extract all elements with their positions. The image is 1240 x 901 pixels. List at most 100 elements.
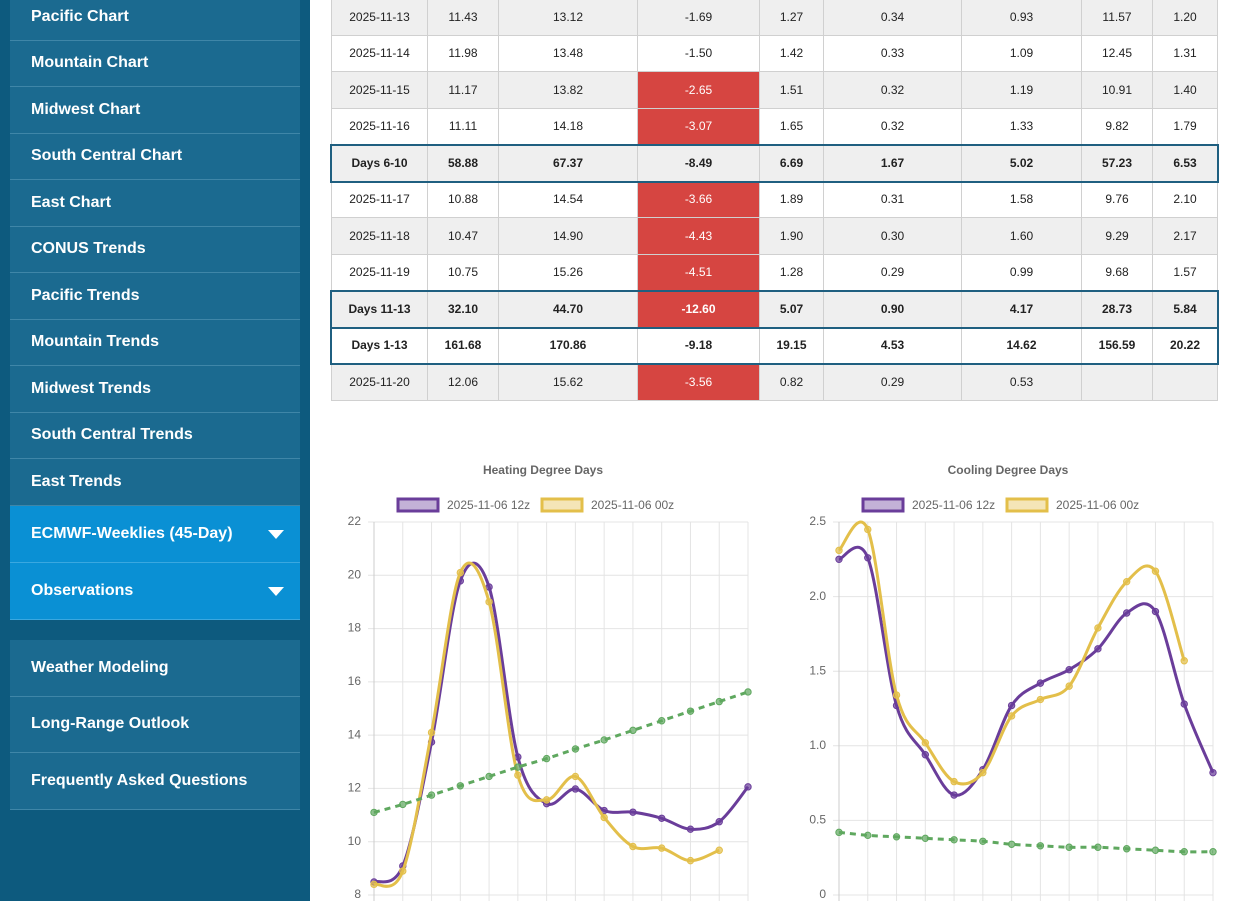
point	[1151, 846, 1160, 854]
table-cell: 2025-11-15	[331, 72, 428, 109]
point	[629, 842, 637, 851]
point	[514, 771, 522, 779]
summary-row: Days 11-13 32.10 44.70 -12.60 5.07 0.90 4.17 28…	[330, 290, 1219, 329]
table-row: 2025-11-14 11.98 13.48 -1.50 1.42 0.33 1.09 12.…	[331, 35, 1218, 72]
point	[686, 856, 695, 865]
nav-item[interactable]: Pacific Chart	[10, 0, 300, 41]
table-cell: 0.30	[824, 218, 962, 255]
point	[744, 688, 752, 696]
table-cell: 1.57	[1153, 254, 1218, 291]
nav-item[interactable]: South Central Trends	[10, 412, 300, 459]
legend-swatch	[861, 497, 905, 513]
nav-item[interactable]: East Chart	[10, 180, 300, 227]
point	[370, 880, 378, 889]
legend-label: 2025-11-06 12z	[912, 498, 995, 512]
table-cell: 5.07	[760, 291, 824, 328]
table-cell: 57.23	[1082, 145, 1153, 182]
point	[571, 745, 580, 753]
y-tick-label: 0.5	[809, 813, 826, 827]
point	[485, 598, 493, 606]
expand-arrow	[268, 529, 284, 539]
line	[838, 546, 1215, 797]
y-tick-label: 2.0	[809, 589, 826, 603]
table-cell: 4.17	[962, 291, 1082, 328]
table-cell: 0.90	[824, 291, 962, 328]
line	[837, 520, 1186, 786]
table-cell: 13.48	[499, 35, 638, 72]
table-cell: -3.56	[638, 364, 760, 401]
point	[1180, 848, 1188, 856]
table-row: 2025-11-15 11.17 13.82 -2.65 1.51 0.32 1.19 10.…	[331, 72, 1218, 109]
table-cell: 32.10	[428, 291, 499, 328]
table-cell: 19.15	[760, 327, 824, 364]
table-cell: 0.29	[824, 254, 962, 291]
table-cell: 1.65	[760, 108, 824, 145]
table-cell: 2025-11-18	[331, 218, 428, 255]
point	[399, 800, 407, 809]
point	[571, 772, 580, 781]
table-cell: 1.40	[1153, 72, 1218, 109]
point	[921, 751, 930, 759]
nav-link[interactable]: Frequently Asked Questions	[10, 753, 300, 810]
table-cell: 15.62	[499, 364, 638, 401]
point	[542, 754, 551, 763]
point	[1065, 843, 1073, 851]
y-tick-label: 1.5	[809, 663, 826, 677]
point	[892, 833, 901, 841]
table-cell: 0.82	[760, 364, 824, 401]
nav-item[interactable]: Mountain Chart	[10, 40, 300, 87]
legend-swatch	[396, 497, 440, 513]
point	[571, 785, 580, 793]
nav-item[interactable]: Pacific Trends	[10, 273, 300, 320]
table-cell: -8.49	[638, 145, 760, 182]
point	[715, 697, 723, 706]
nav-item[interactable]: East Trends	[10, 459, 300, 506]
point	[1094, 843, 1102, 851]
table-cell: 10.91	[1082, 72, 1153, 109]
y-tick-label: 16	[348, 674, 362, 688]
table-cell: 0.99	[962, 254, 1082, 291]
table-cell: 9.82	[1082, 108, 1153, 145]
table-cell: 10.47	[428, 218, 499, 255]
table-cell: 6.53	[1153, 145, 1218, 182]
table-cell: 13.12	[499, 0, 638, 36]
point	[542, 796, 551, 804]
table-row: 2025-11-18 10.47 14.90 -4.43 1.90 0.30 1.60 9.2…	[331, 218, 1218, 255]
chart-title: Cooling Degree Days	[948, 463, 1069, 477]
nav-link[interactable]: Long-Range Outlook	[10, 696, 300, 753]
point	[715, 846, 723, 854]
point	[950, 836, 958, 844]
point	[399, 867, 407, 875]
table-cell: 170.86	[499, 327, 638, 364]
table-row: 2025-11-13 11.43 13.12 -1.69 1.27 0.34 0.93 11.…	[331, 0, 1218, 36]
nav-expandable[interactable]: Observations	[10, 562, 300, 620]
nav-item[interactable]: Mountain Trends	[10, 319, 300, 366]
table-cell: 1.28	[760, 254, 824, 291]
table-cell: 0.31	[824, 181, 962, 218]
table-cell: 13.82	[499, 72, 638, 109]
nav-item[interactable]: South Central Chart	[10, 133, 300, 180]
nav-expandable[interactable]: ECMWF-Weeklies (45-Day)	[10, 505, 300, 563]
nav-item[interactable]: CONUS Trends	[10, 226, 300, 273]
point	[1180, 700, 1188, 708]
point	[1122, 845, 1131, 853]
table-cell: 156.59	[1082, 327, 1153, 364]
table-cell: -4.43	[638, 218, 760, 255]
point	[1094, 624, 1102, 632]
point	[744, 783, 752, 791]
nav-link[interactable]: Weather Modeling	[10, 640, 300, 697]
point	[370, 878, 378, 886]
point	[950, 791, 958, 799]
table-cell: 5.02	[962, 145, 1082, 182]
table-cell: 0.29	[824, 364, 962, 401]
table-cell: 0.93	[962, 0, 1082, 36]
table-cell: 10.88	[428, 181, 499, 218]
point	[979, 768, 987, 777]
table-cell: 9.76	[1082, 181, 1153, 218]
nav-item[interactable]: Midwest Trends	[10, 366, 300, 413]
nav-item[interactable]: Midwest Chart	[10, 87, 300, 134]
expand-arrow	[268, 586, 284, 596]
table-cell: 0.32	[824, 72, 962, 109]
legend-swatch	[540, 497, 584, 513]
table-cell: 11.98	[428, 35, 499, 72]
